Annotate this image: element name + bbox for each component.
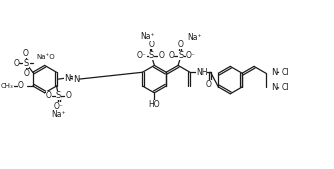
Text: Na⁺: Na⁺	[51, 110, 66, 119]
Text: Na⁺O: Na⁺O	[37, 54, 55, 60]
Text: O: O	[13, 59, 19, 68]
Text: O: O	[18, 81, 24, 90]
Text: S: S	[178, 51, 184, 60]
Text: S: S	[56, 91, 61, 100]
Text: N: N	[73, 75, 79, 84]
Text: Na⁺: Na⁺	[187, 33, 202, 42]
Text: O: O	[65, 91, 71, 100]
Text: O: O	[149, 40, 154, 49]
Text: O⁻: O⁻	[137, 51, 147, 60]
Text: O: O	[158, 51, 164, 60]
Text: CH₃: CH₃	[1, 83, 14, 89]
Text: Cl: Cl	[282, 83, 289, 92]
Text: O: O	[46, 91, 52, 100]
Text: Na⁺: Na⁺	[140, 32, 155, 42]
Text: O: O	[23, 49, 29, 58]
Text: O⁻: O⁻	[186, 51, 196, 60]
Text: N: N	[271, 83, 277, 92]
Text: O: O	[168, 51, 174, 60]
Text: N: N	[271, 68, 277, 77]
Text: S: S	[23, 59, 28, 68]
Text: O: O	[206, 79, 211, 89]
Text: O⁻: O⁻	[53, 102, 63, 111]
Text: NH: NH	[196, 68, 207, 77]
Text: Cl: Cl	[282, 68, 289, 77]
Text: S: S	[149, 51, 154, 60]
Text: N: N	[64, 74, 70, 83]
Text: O: O	[178, 40, 184, 49]
Text: HO: HO	[149, 100, 160, 109]
Text: O: O	[24, 69, 30, 78]
